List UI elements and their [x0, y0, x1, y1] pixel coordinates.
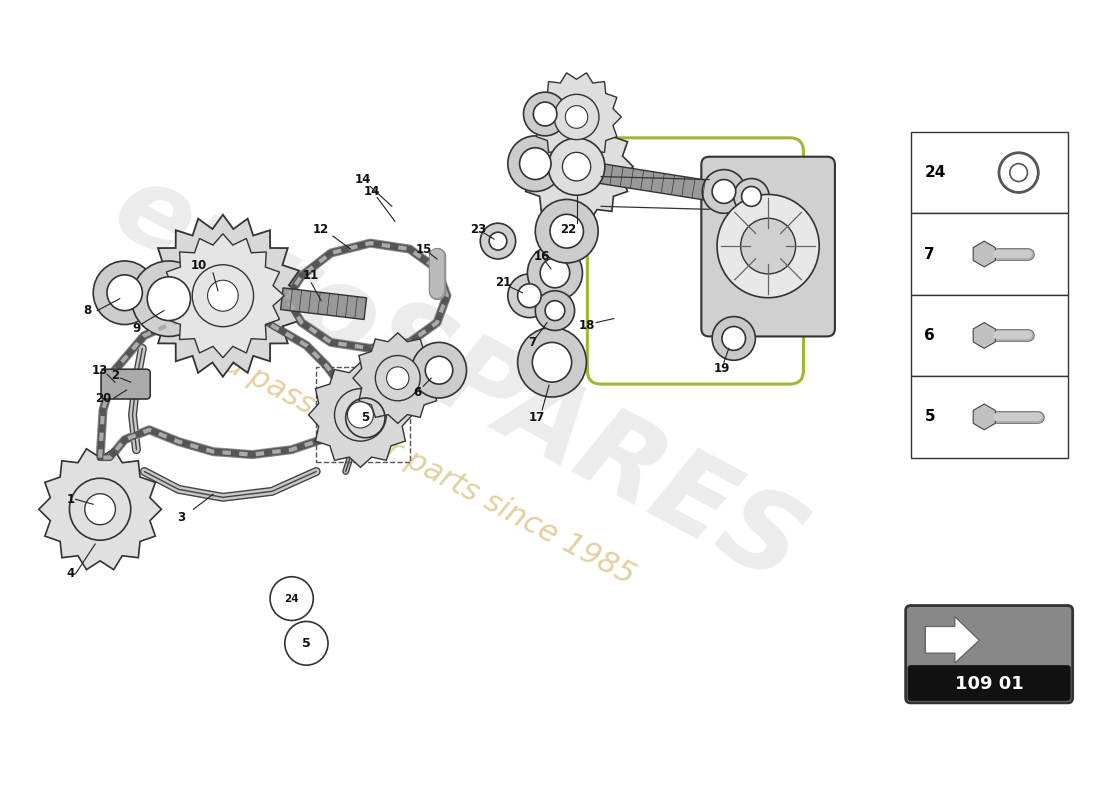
Circle shape	[348, 402, 373, 428]
Text: 9: 9	[132, 322, 141, 335]
Circle shape	[524, 92, 567, 136]
Circle shape	[534, 102, 557, 126]
Circle shape	[192, 265, 253, 326]
Circle shape	[490, 232, 507, 250]
FancyBboxPatch shape	[905, 606, 1072, 703]
Polygon shape	[309, 362, 412, 467]
Text: 2: 2	[111, 369, 119, 382]
Text: 109 01: 109 01	[955, 675, 1023, 693]
Circle shape	[536, 290, 574, 330]
Circle shape	[94, 261, 156, 325]
Text: 19: 19	[714, 362, 730, 374]
Text: 6: 6	[924, 328, 935, 343]
Text: 4: 4	[66, 567, 75, 580]
Text: 5: 5	[924, 410, 935, 424]
Text: 14: 14	[354, 173, 371, 186]
Text: euroSPARES: euroSPARES	[96, 154, 822, 607]
Polygon shape	[531, 73, 621, 161]
Circle shape	[183, 255, 263, 336]
Text: 7: 7	[528, 336, 537, 349]
Circle shape	[540, 258, 570, 288]
Circle shape	[527, 245, 583, 301]
Circle shape	[562, 152, 591, 181]
Circle shape	[208, 280, 239, 311]
Circle shape	[375, 355, 420, 401]
Text: 5: 5	[361, 411, 370, 424]
Text: 22: 22	[561, 222, 576, 236]
Circle shape	[741, 186, 761, 206]
Circle shape	[734, 178, 769, 214]
Circle shape	[202, 275, 243, 316]
Circle shape	[717, 194, 820, 298]
Circle shape	[712, 317, 756, 360]
Circle shape	[132, 261, 206, 337]
FancyBboxPatch shape	[911, 294, 1068, 376]
Text: 20: 20	[95, 391, 111, 405]
Circle shape	[426, 356, 453, 384]
Circle shape	[740, 218, 795, 274]
Text: 14: 14	[364, 185, 381, 198]
Text: 11: 11	[304, 270, 319, 282]
FancyBboxPatch shape	[908, 665, 1070, 701]
Text: 17: 17	[529, 411, 546, 424]
Text: a passion for parts since 1985: a passion for parts since 1985	[219, 349, 639, 590]
Text: 23: 23	[470, 222, 486, 236]
Text: 13: 13	[92, 364, 108, 377]
Polygon shape	[143, 214, 304, 377]
Circle shape	[532, 342, 572, 382]
Polygon shape	[600, 164, 716, 202]
Polygon shape	[974, 322, 996, 348]
Circle shape	[536, 199, 598, 263]
Polygon shape	[353, 333, 442, 423]
Circle shape	[411, 342, 466, 398]
Text: 10: 10	[190, 259, 207, 273]
Circle shape	[147, 277, 190, 321]
Circle shape	[548, 138, 605, 195]
Text: 24: 24	[285, 594, 299, 604]
Circle shape	[85, 494, 116, 525]
Circle shape	[702, 170, 746, 214]
Text: 16: 16	[534, 250, 550, 262]
FancyBboxPatch shape	[101, 370, 151, 399]
Polygon shape	[974, 404, 996, 430]
Polygon shape	[520, 111, 634, 222]
Polygon shape	[280, 288, 366, 319]
Circle shape	[508, 136, 563, 191]
Text: 24: 24	[924, 165, 946, 180]
Circle shape	[69, 478, 131, 540]
Circle shape	[565, 106, 587, 128]
Circle shape	[722, 326, 746, 350]
Polygon shape	[39, 449, 162, 570]
Circle shape	[550, 214, 583, 248]
Text: 7: 7	[924, 246, 935, 262]
Circle shape	[107, 275, 142, 310]
Text: 21: 21	[495, 276, 512, 290]
Circle shape	[386, 367, 409, 390]
Circle shape	[712, 179, 736, 203]
Text: 3: 3	[177, 510, 186, 524]
Text: 12: 12	[314, 222, 329, 236]
Text: 1: 1	[67, 493, 75, 506]
Circle shape	[518, 284, 541, 308]
FancyBboxPatch shape	[911, 214, 1068, 294]
Text: 8: 8	[84, 304, 91, 317]
Polygon shape	[162, 234, 284, 358]
Text: 15: 15	[416, 242, 432, 255]
Circle shape	[519, 148, 551, 179]
FancyBboxPatch shape	[911, 376, 1068, 458]
Circle shape	[518, 327, 586, 397]
Polygon shape	[925, 617, 979, 663]
Circle shape	[334, 389, 386, 441]
Circle shape	[546, 301, 564, 321]
Text: 18: 18	[579, 319, 595, 332]
FancyBboxPatch shape	[911, 132, 1068, 214]
Polygon shape	[974, 241, 996, 267]
Circle shape	[508, 274, 551, 318]
Text: 5: 5	[302, 637, 311, 650]
FancyBboxPatch shape	[702, 157, 835, 337]
Text: 6: 6	[414, 386, 421, 398]
Circle shape	[554, 94, 600, 140]
Circle shape	[481, 223, 516, 259]
